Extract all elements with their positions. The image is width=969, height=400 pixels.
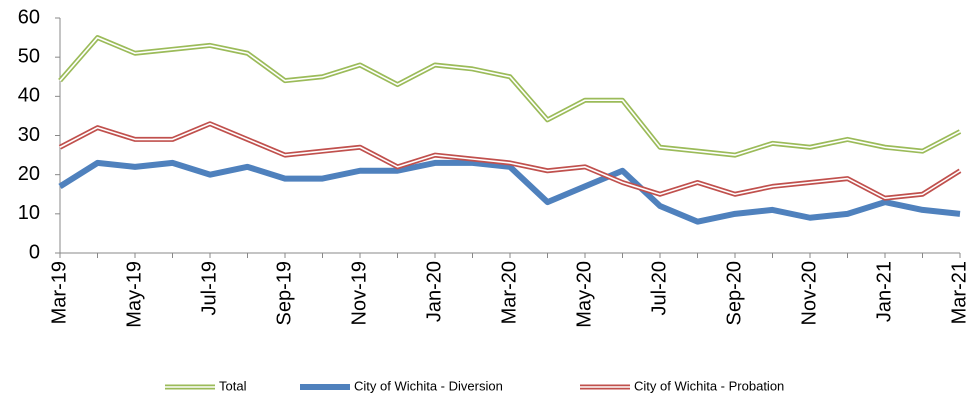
- x-tick-label: Nov-20: [798, 261, 820, 325]
- x-tick-label: Mar-19: [48, 261, 70, 324]
- y-tick-label: 10: [18, 202, 40, 224]
- y-tick-label: 0: [29, 241, 40, 263]
- x-tick-label: Jul-20: [648, 261, 670, 315]
- series-line: [58, 121, 962, 201]
- legend-label: Total: [219, 378, 247, 393]
- x-tick-label: May-20: [573, 261, 595, 328]
- series-line-inner: [59, 122, 961, 199]
- y-tick-label: 30: [18, 124, 40, 146]
- series-line: [58, 159, 961, 225]
- x-tick-label: Mar-21: [948, 261, 969, 324]
- y-tick-label: 40: [18, 85, 40, 107]
- y-tick-label: 20: [18, 163, 40, 185]
- series-line: [58, 35, 962, 158]
- x-tick-label: May-19: [123, 261, 145, 328]
- legend-label: City of Wichita - Probation: [634, 378, 784, 393]
- y-tick-label: 60: [18, 6, 40, 28]
- x-tick-label: Mar-20: [498, 261, 520, 324]
- y-tick-label: 50: [18, 45, 40, 67]
- series-line-inner: [59, 36, 961, 156]
- x-tick-label: Jan-20: [423, 261, 445, 322]
- x-tick-label: Jul-19: [198, 261, 220, 315]
- legend-label: City of Wichita - Diversion: [354, 378, 503, 393]
- x-tick-label: Sep-19: [273, 261, 295, 326]
- x-tick-label: Sep-20: [723, 261, 745, 326]
- x-tick-label: Nov-19: [348, 261, 370, 325]
- x-tick-label: Jan-21: [873, 261, 895, 322]
